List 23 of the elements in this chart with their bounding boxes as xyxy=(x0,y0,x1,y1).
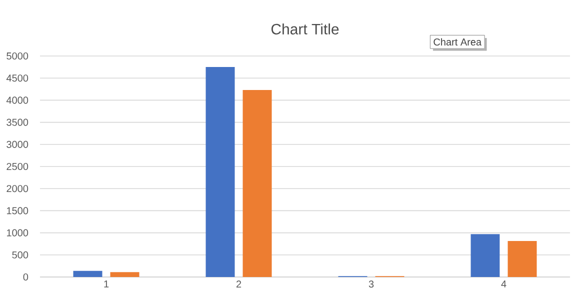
y-tick-label: 0 xyxy=(23,273,28,281)
bar xyxy=(470,234,500,277)
bar xyxy=(110,272,140,277)
y-tick-label: 3500 xyxy=(6,118,28,126)
chart-title: Chart Title xyxy=(271,23,339,34)
y-tick-label: 1000 xyxy=(6,229,28,236)
x-tick-label: 1 xyxy=(104,280,109,288)
bar xyxy=(206,67,235,277)
y-tick-label: 1500 xyxy=(6,207,28,214)
y-tick-label: 5000 xyxy=(6,52,28,60)
bar xyxy=(242,90,272,277)
bar xyxy=(508,240,537,277)
y-tick-label: 2500 xyxy=(6,162,28,170)
y-tick-label: 3000 xyxy=(6,140,28,148)
text: Chart Area xyxy=(434,38,482,46)
y-tick-label: 2000 xyxy=(6,185,28,192)
x-tick-label: 3 xyxy=(368,280,374,288)
x-tick-label: 4 xyxy=(501,280,506,288)
y-tick-label: 4000 xyxy=(6,96,28,104)
y-tick-label: 500 xyxy=(12,251,28,258)
x-tick-label: 2 xyxy=(236,280,242,288)
y-tick-label: 4500 xyxy=(6,74,28,82)
bar xyxy=(73,270,102,277)
